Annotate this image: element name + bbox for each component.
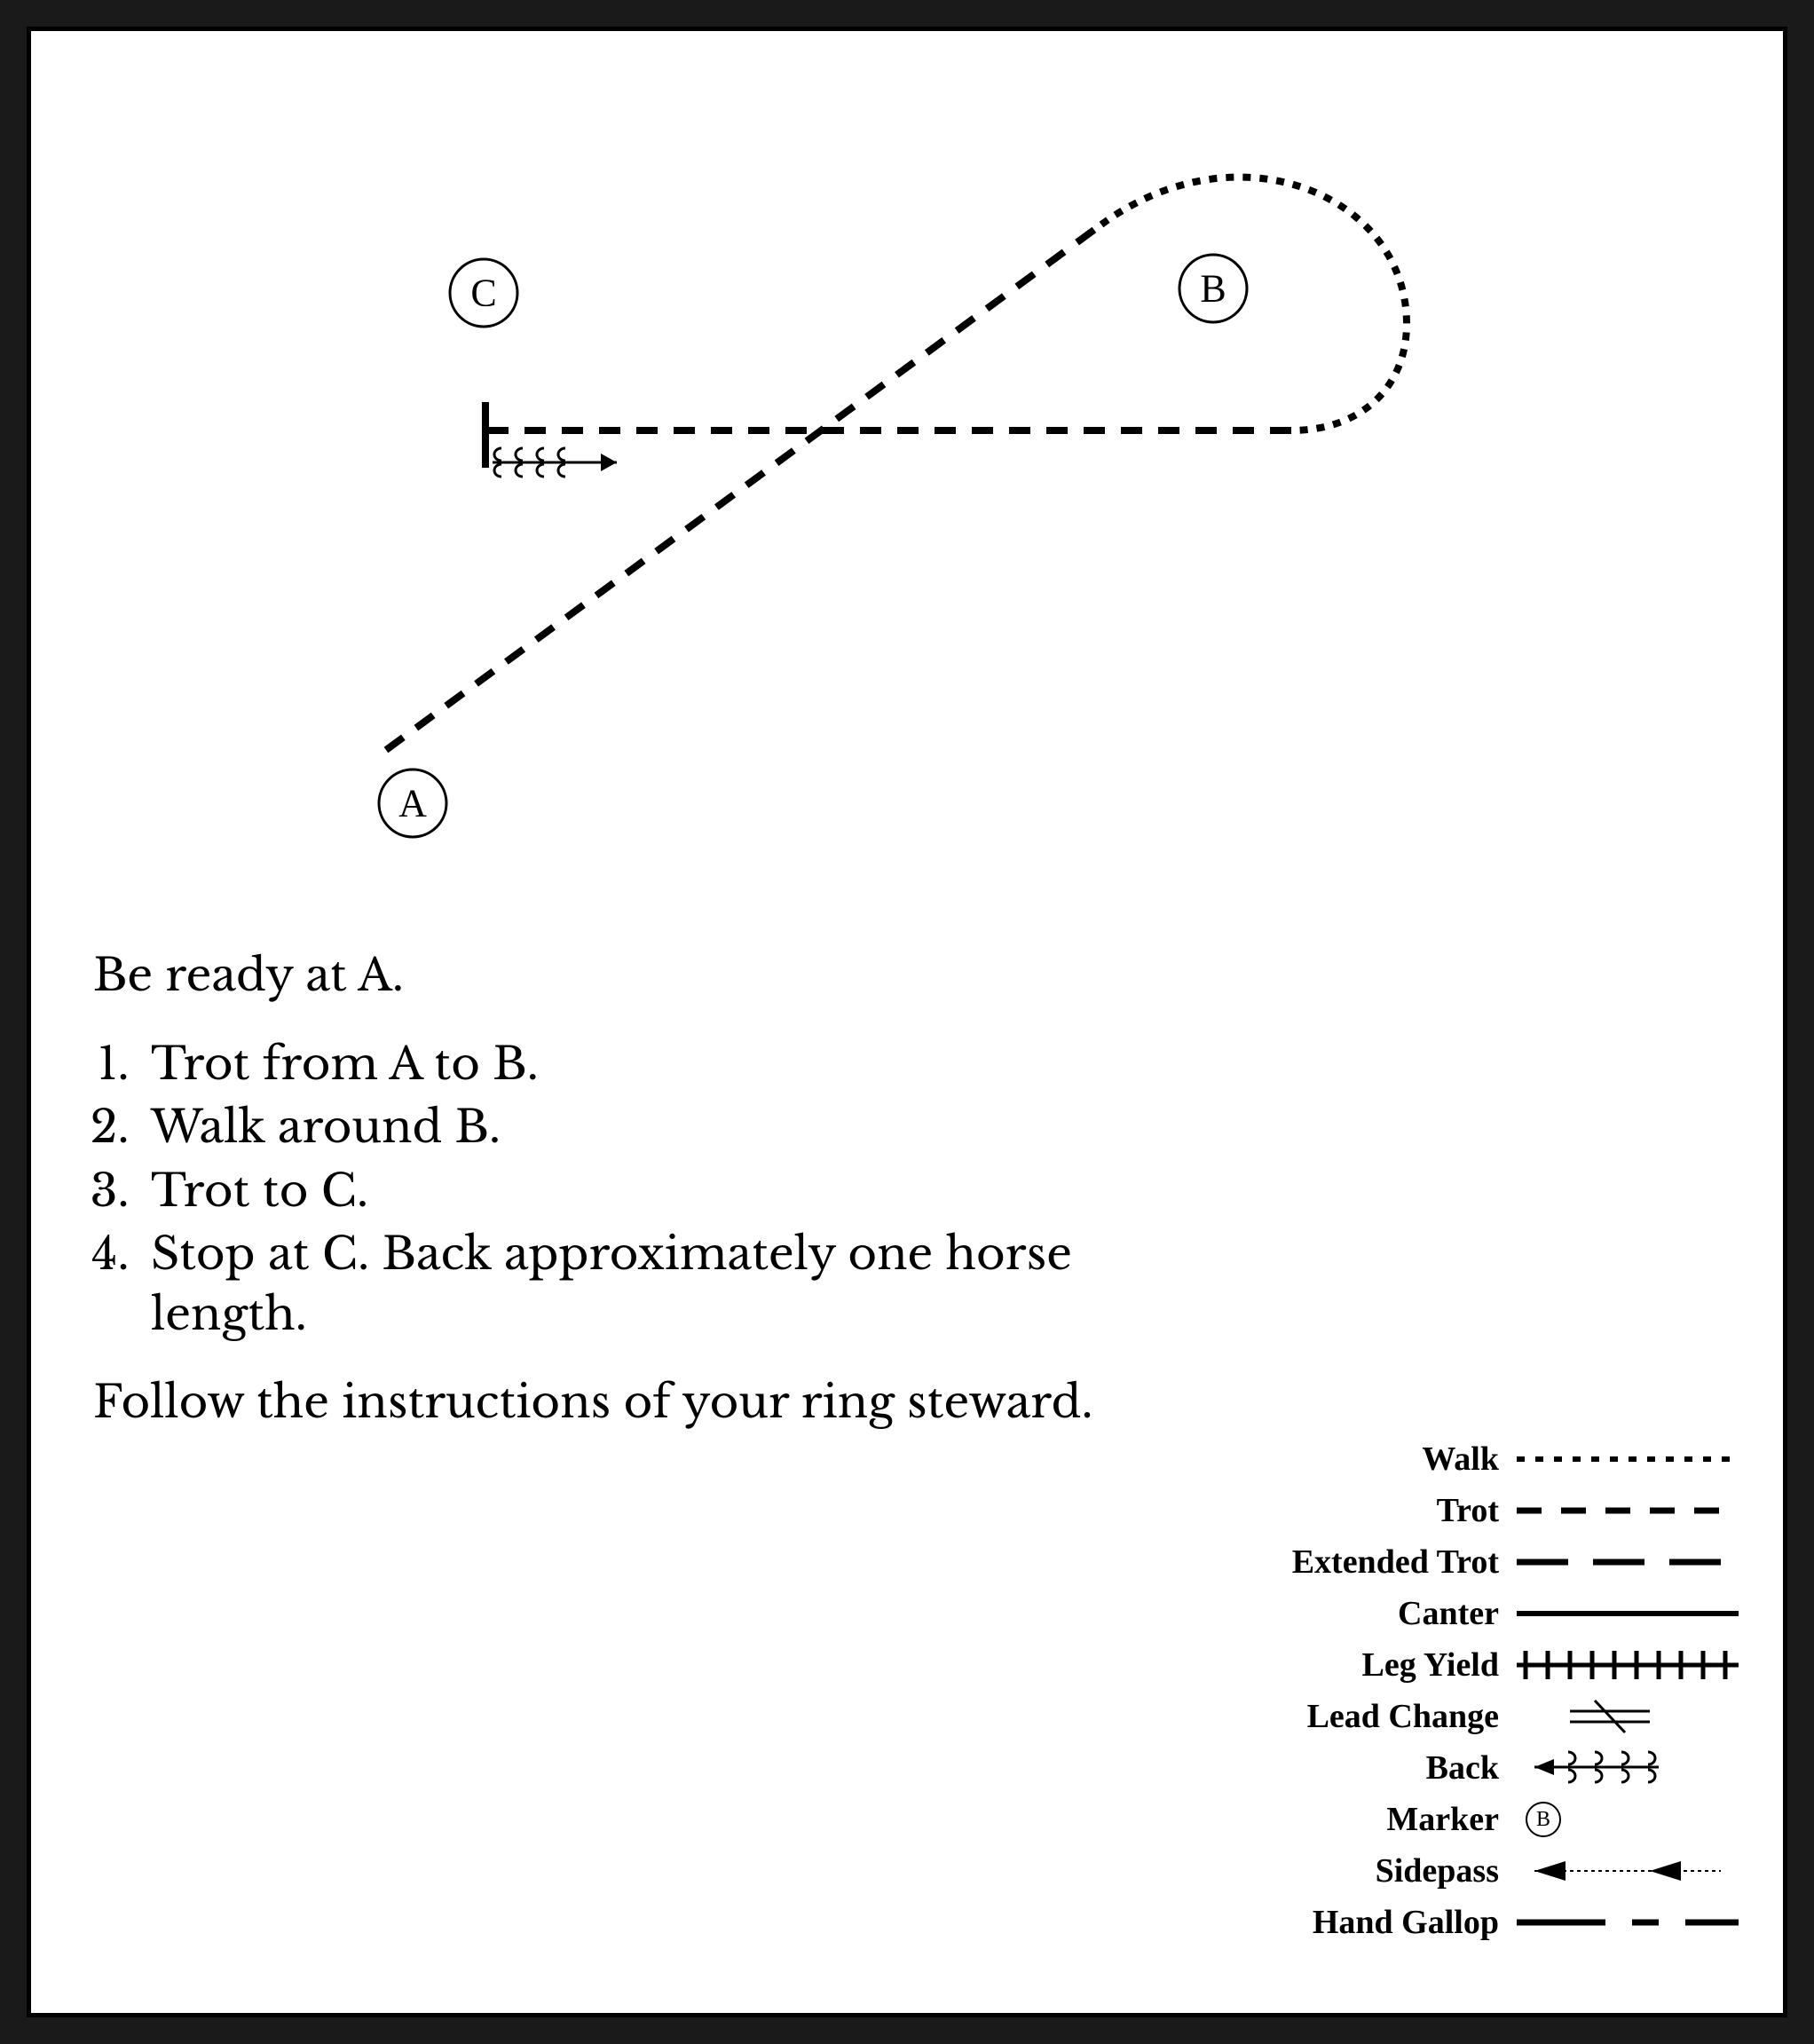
marker-a-label: A <box>398 782 427 825</box>
legend-row-leg-yield: Leg Yield <box>1162 1642 1739 1688</box>
legend-label: Back <box>1426 1748 1517 1788</box>
legend-row-back: Back <box>1162 1745 1739 1791</box>
instructions-intro: Be ready at A. <box>93 945 1158 1006</box>
ext-trot-swatch <box>1517 1544 1739 1580</box>
marker-b: B <box>1179 255 1247 322</box>
legend-row-trot: Trot <box>1162 1488 1739 1534</box>
back-glyph <box>493 448 617 477</box>
walk-loop <box>1101 178 1407 430</box>
sidepass-swatch <box>1517 1853 1739 1889</box>
instructions-list: Trot from A to B. Walk around B. Trot to… <box>93 1034 1158 1345</box>
legend-label: Leg Yield <box>1362 1645 1517 1685</box>
marker-b-label: B <box>1200 267 1226 311</box>
legend-marker-letter: B <box>1536 1808 1550 1831</box>
legend-label: Extended Trot <box>1292 1543 1517 1582</box>
instruction-step: Stop at C. Back approximately one horse … <box>142 1224 1158 1344</box>
pattern-diagram: A B C <box>31 31 1783 901</box>
legend-row-walk: Walk <box>1162 1436 1739 1482</box>
legend-label: Canter <box>1398 1594 1517 1633</box>
canter-swatch <box>1517 1596 1739 1631</box>
legend-row-lead-change: Lead Change <box>1162 1693 1739 1740</box>
instructions-outro: Follow the instructions of your ring ste… <box>93 1372 1158 1432</box>
marker-c-label: C <box>470 272 496 315</box>
legend-row-hand-gallop: Hand Gallop <box>1162 1899 1739 1945</box>
instruction-step: Walk around B. <box>142 1097 1158 1157</box>
page: A B C Be ready at A. Trot from A to B. W… <box>27 27 1787 2017</box>
instruction-step: Trot to C. <box>142 1161 1158 1221</box>
walk-swatch <box>1517 1441 1739 1477</box>
legend-label: Lead Change <box>1307 1697 1517 1736</box>
instruction-step: Trot from A to B. <box>142 1034 1158 1094</box>
marker-swatch: B <box>1517 1802 1739 1837</box>
legend-label: Walk <box>1422 1440 1517 1479</box>
legend-row-sidepass: Sidepass <box>1162 1848 1739 1894</box>
legend-row-canter: Canter <box>1162 1590 1739 1637</box>
instructions-block: Be ready at A. Trot from A to B. Walk ar… <box>93 945 1158 1461</box>
legend: Walk Trot Extended Trot Canter <box>1162 1431 1739 1951</box>
legend-label: Trot <box>1437 1491 1517 1530</box>
legend-label: Sidepass <box>1376 1851 1517 1890</box>
hand-gallop-swatch <box>1517 1905 1739 1940</box>
marker-c: C <box>450 259 517 327</box>
trot-swatch <box>1517 1493 1739 1528</box>
back-swatch <box>1517 1750 1739 1786</box>
leg-yield-swatch <box>1517 1647 1739 1683</box>
lead-change-swatch <box>1517 1699 1739 1734</box>
legend-row-ext-trot: Extended Trot <box>1162 1539 1739 1585</box>
legend-label: Hand Gallop <box>1313 1903 1517 1942</box>
legend-row-marker: Marker B <box>1162 1796 1739 1843</box>
marker-a: A <box>379 769 446 837</box>
outer-frame: A B C Be ready at A. Trot from A to B. W… <box>0 0 1814 2044</box>
legend-label: Marker <box>1386 1800 1517 1839</box>
